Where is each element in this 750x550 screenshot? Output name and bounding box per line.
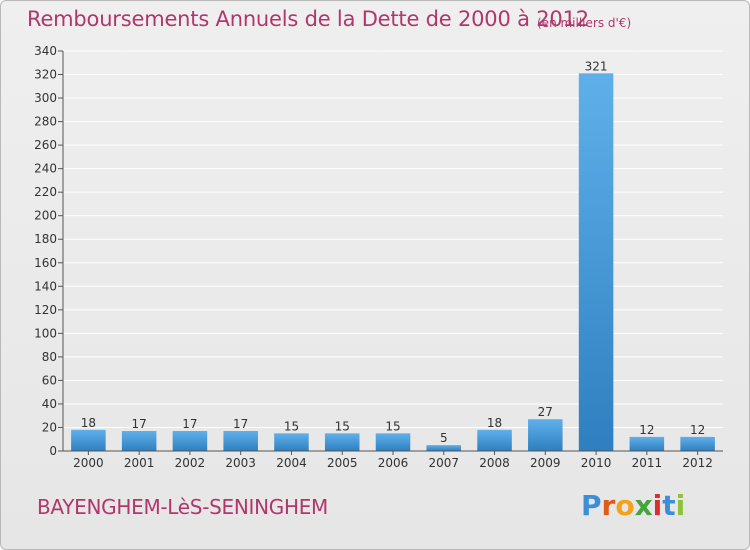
y-tick-label: 340	[34, 44, 57, 58]
bar	[71, 429, 106, 451]
bars: 18 17 17 17 15 15 15 5 18 27 321 12 12	[71, 59, 715, 452]
x-tick-label: 2003	[225, 456, 256, 470]
logo-letter: r	[601, 489, 616, 522]
bar	[223, 431, 258, 451]
logo-letter: P	[581, 489, 602, 522]
grid-lines	[63, 50, 723, 452]
y-axis: 0 20 40 60 80 100 120 140 160 180 200 220 240 260 280 3…	[34, 44, 64, 458]
y-tick-label: 0	[49, 444, 57, 458]
data-label: 18	[487, 416, 502, 430]
bar	[578, 73, 614, 452]
data-label: 321	[585, 59, 608, 73]
bar	[172, 431, 208, 451]
bar	[274, 433, 309, 451]
y-tick-label: 140	[34, 279, 57, 293]
bar	[426, 445, 462, 451]
data-label: 18	[81, 416, 96, 430]
y-tick-label: 240	[34, 162, 57, 176]
x-tick-label: 2008	[479, 456, 510, 470]
y-tick-label: 160	[34, 256, 57, 270]
data-label: 27	[538, 405, 553, 419]
y-tick-label: 300	[34, 91, 57, 105]
y-tick-label: 260	[34, 138, 57, 152]
data-label: 15	[335, 419, 350, 433]
data-label: 12	[690, 423, 705, 437]
y-tick-label: 100	[34, 326, 57, 340]
bar	[680, 436, 715, 451]
y-tick-label: 20	[42, 420, 57, 434]
bar	[477, 429, 512, 451]
x-tick-label: 2004	[276, 456, 307, 470]
data-label: 17	[182, 417, 197, 431]
x-tick-label: 2001	[124, 456, 155, 470]
x-tick-label: 2009	[530, 456, 561, 470]
chart-title: Remboursements Annuels de la Dette de 20…	[27, 7, 589, 31]
y-tick-label: 60	[42, 373, 57, 387]
y-tick-label: 40	[42, 397, 57, 411]
bar	[324, 433, 360, 451]
y-tick-label: 280	[34, 115, 57, 129]
data-label: 5	[440, 431, 448, 445]
logo-letter: o	[615, 489, 635, 522]
x-tick-label: 2000	[73, 456, 104, 470]
bar	[528, 419, 563, 451]
x-tick-label: 2011	[632, 456, 663, 470]
y-tick-label: 200	[34, 209, 57, 223]
y-tick-label: 220	[34, 185, 57, 199]
data-label: 17	[233, 417, 248, 431]
x-tick-label: 2005	[327, 456, 358, 470]
y-tick-label: 320	[34, 68, 57, 82]
x-axis: 2000 2001 2002 2003 2004 2005 2006 2007 2008 2009…	[63, 450, 723, 470]
x-tick-label: 2002	[175, 456, 206, 470]
data-label: 15	[385, 419, 400, 433]
x-tick-label: 2007	[428, 456, 459, 470]
logo-letter: i	[675, 489, 686, 522]
x-tick-label: 2012	[682, 456, 713, 470]
y-tick-label: 180	[34, 232, 57, 246]
data-label: 17	[132, 417, 147, 431]
y-tick-label: 80	[42, 350, 57, 364]
chart-unit: (en milliers d'€)	[537, 16, 632, 30]
bar	[375, 433, 411, 451]
logo-letter: t	[662, 489, 676, 522]
logo-letter: x	[634, 489, 653, 522]
data-label: 15	[284, 419, 299, 433]
x-tick-label: 2010	[581, 456, 612, 470]
x-tick-label: 2006	[378, 456, 409, 470]
logo-letter: i	[652, 489, 663, 522]
proxiti-logo: Proxiti	[581, 489, 685, 522]
town-name: BAYENGHEM-LèS-SENINGHEM	[37, 495, 329, 519]
y-tick-label: 120	[34, 303, 57, 317]
bar	[121, 431, 157, 451]
data-label: 12	[639, 423, 654, 437]
bar	[629, 436, 665, 451]
